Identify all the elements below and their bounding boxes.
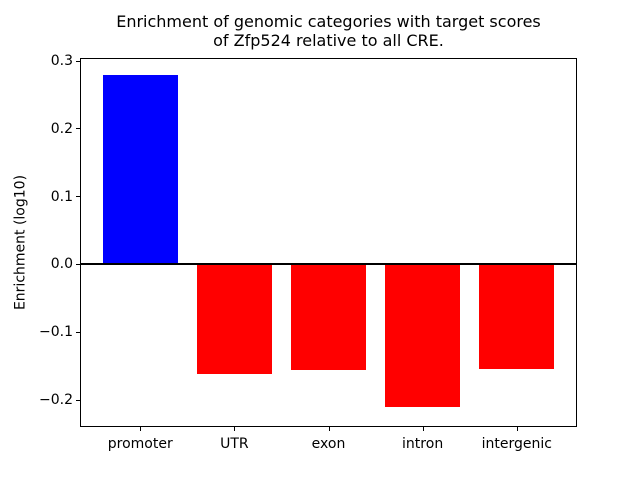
y-tick-label-0.3: 0.3 bbox=[50, 53, 73, 70]
x-tick-UTR bbox=[234, 427, 236, 431]
x-tick-intron bbox=[422, 427, 424, 431]
y-tick-label-0.1: 0.1 bbox=[50, 188, 73, 205]
x-tick-promoter bbox=[140, 427, 142, 431]
chart-title-line1: Enrichment of genomic categories with ta… bbox=[116, 12, 541, 31]
y-tick-label-0.0: 0.0 bbox=[50, 256, 73, 273]
y-tick-label-0.2: 0.2 bbox=[50, 120, 73, 137]
bar-intron bbox=[384, 264, 461, 408]
bar-promoter bbox=[102, 74, 178, 265]
y-tick-−0.2 bbox=[76, 399, 80, 401]
x-tick-label-exon: exon bbox=[311, 436, 346, 452]
bar-UTR bbox=[196, 264, 273, 374]
chart-title: Enrichment of genomic categories with ta… bbox=[80, 12, 577, 50]
bar-exon bbox=[290, 264, 367, 371]
y-tick-label-−0.2: −0.2 bbox=[39, 392, 73, 409]
x-tick-label-promoter: promoter bbox=[107, 436, 173, 452]
plot-area bbox=[80, 58, 577, 427]
y-tick-0.0 bbox=[76, 263, 80, 265]
y-tick-0.2 bbox=[76, 128, 80, 130]
x-tick-intergenic bbox=[516, 427, 518, 431]
y-tick-0.3 bbox=[76, 60, 80, 62]
y-tick-0.1 bbox=[76, 196, 80, 198]
x-tick-label-UTR: UTR bbox=[220, 436, 249, 452]
y-axis-label: Enrichment (log10) bbox=[12, 174, 29, 311]
x-tick-label-intron: intron bbox=[402, 436, 444, 452]
y-tick-−0.1 bbox=[76, 331, 80, 333]
bar-intergenic bbox=[479, 264, 555, 369]
zero-baseline bbox=[80, 263, 577, 266]
x-tick-exon bbox=[328, 427, 330, 431]
x-tick-label-intergenic: intergenic bbox=[481, 436, 552, 452]
chart-title-line2: of Zfp524 relative to all CRE. bbox=[213, 31, 444, 50]
y-tick-label-−0.1: −0.1 bbox=[39, 324, 73, 341]
